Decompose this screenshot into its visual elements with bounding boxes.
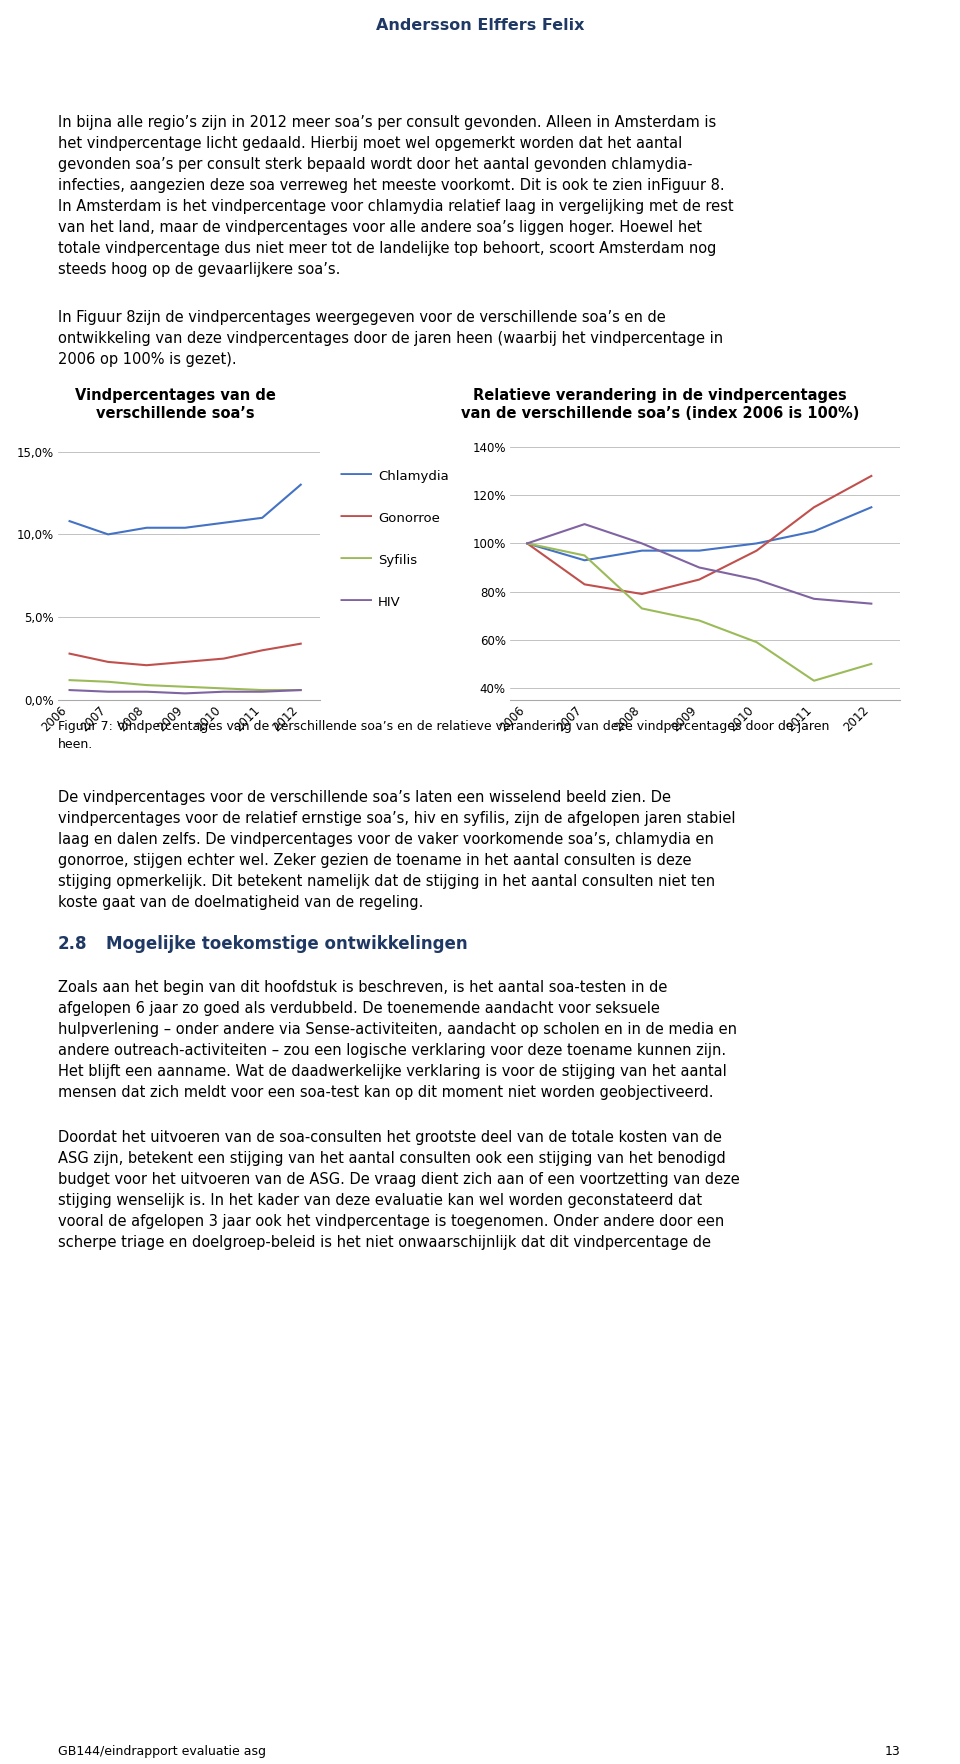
Text: 13: 13 [884,1745,900,1759]
Text: koste gaat van de doelmatigheid van de regeling.: koste gaat van de doelmatigheid van de r… [58,894,423,910]
Text: afgelopen 6 jaar zo goed als verdubbeld. De toenemende aandacht voor seksuele: afgelopen 6 jaar zo goed als verdubbeld.… [58,1000,660,1016]
Text: Gonorroe: Gonorroe [378,512,440,526]
Text: infecties, aangezien deze soa verreweg het meeste voorkomt. Dit is ook te zien i: infecties, aangezien deze soa verreweg h… [58,178,725,192]
Text: stijging opmerkelijk. Dit betekent namelijk dat de stijging in het aantal consul: stijging opmerkelijk. Dit betekent namel… [58,873,715,889]
Text: andere outreach-activiteiten – zou een logische verklaring voor deze toename kun: andere outreach-activiteiten – zou een l… [58,1043,726,1058]
Text: verschillende soa’s: verschillende soa’s [96,406,254,422]
Text: Zoals aan het begin van dit hoofdstuk is beschreven, is het aantal soa-testen in: Zoals aan het begin van dit hoofdstuk is… [58,981,667,995]
Text: gevonden soa’s per consult sterk bepaald wordt door het aantal gevonden chlamydi: gevonden soa’s per consult sterk bepaald… [58,157,692,173]
Text: De vindpercentages voor de verschillende soa’s laten een wisselend beeld zien. D: De vindpercentages voor de verschillende… [58,790,671,804]
Text: heen.: heen. [58,737,93,751]
Text: gonorroe, stijgen echter wel. Zeker gezien de toename in het aantal consulten is: gonorroe, stijgen echter wel. Zeker gezi… [58,854,691,868]
Text: HIV: HIV [378,596,400,609]
Text: Relatieve verandering in de vindpercentages: Relatieve verandering in de vindpercenta… [473,388,847,402]
Text: steeds hoog op de gevaarlijkere soa’s.: steeds hoog op de gevaarlijkere soa’s. [58,263,341,277]
Text: In Figuur 8zijn de vindpercentages weergegeven voor de verschillende soa’s en de: In Figuur 8zijn de vindpercentages weerg… [58,310,665,325]
Text: Andersson Elffers Felix: Andersson Elffers Felix [375,18,585,34]
Text: laag en dalen zelfs. De vindpercentages voor de vaker voorkomende soa’s, chlamyd: laag en dalen zelfs. De vindpercentages … [58,833,714,847]
Text: Doordat het uitvoeren van de soa-consulten het grootste deel van de totale koste: Doordat het uitvoeren van de soa-consult… [58,1131,722,1145]
Text: totale vindpercentage dus niet meer tot de landelijke top behoort, scoort Amster: totale vindpercentage dus niet meer tot … [58,242,716,256]
Text: In Amsterdam is het vindpercentage voor chlamydia relatief laag in vergelijking : In Amsterdam is het vindpercentage voor … [58,199,733,213]
Text: Mogelijke toekomstige ontwikkelingen: Mogelijke toekomstige ontwikkelingen [106,935,468,953]
Text: Chlamydia: Chlamydia [378,469,448,483]
Text: 2.8: 2.8 [58,935,87,953]
Text: stijging wenselijk is. In het kader van deze evaluatie kan wel worden geconstate: stijging wenselijk is. In het kader van … [58,1192,702,1208]
Text: van de verschillende soa’s (index 2006 is 100%): van de verschillende soa’s (index 2006 i… [461,406,859,422]
Text: mensen dat zich meldt voor een soa-test kan op dit moment niet worden geobjectiv: mensen dat zich meldt voor een soa-test … [58,1085,713,1101]
Text: vooral de afgelopen 3 jaar ook het vindpercentage is toegenomen. Onder andere do: vooral de afgelopen 3 jaar ook het vindp… [58,1214,724,1230]
Text: Het blijft een aanname. Wat de daadwerkelijke verklaring is voor de stijging van: Het blijft een aanname. Wat de daadwerke… [58,1064,727,1080]
Text: GB144/eindrapport evaluatie asg: GB144/eindrapport evaluatie asg [58,1745,266,1759]
Text: Vindpercentages van de: Vindpercentages van de [75,388,276,402]
Text: vindpercentages voor de relatief ernstige soa’s, hiv en syfilis, zijn de afgelop: vindpercentages voor de relatief ernstig… [58,811,735,826]
Text: het vindpercentage licht gedaald. Hierbij moet wel opgemerkt worden dat het aant: het vindpercentage licht gedaald. Hierbi… [58,136,683,152]
Text: In bijna alle regio’s zijn in 2012 meer soa’s per consult gevonden. Alleen in Am: In bijna alle regio’s zijn in 2012 meer … [58,115,716,131]
Text: van het land, maar de vindpercentages voor alle andere soa’s liggen hoger. Hoewe: van het land, maar de vindpercentages vo… [58,220,702,235]
Text: hulpverlening – onder andere via Sense-activiteiten, aandacht op scholen en in d: hulpverlening – onder andere via Sense-a… [58,1021,737,1037]
Text: budget voor het uitvoeren van de ASG. De vraag dient zich aan of een voortzettin: budget voor het uitvoeren van de ASG. De… [58,1171,740,1187]
Text: Syfilis: Syfilis [378,554,418,566]
Text: ontwikkeling van deze vindpercentages door de jaren heen (waarbij het vindpercen: ontwikkeling van deze vindpercentages do… [58,332,723,346]
Text: scherpe triage en doelgroep-beleid is het niet onwaarschijnlijk dat dit vindperc: scherpe triage en doelgroep-beleid is he… [58,1235,711,1251]
Text: ASG zijn, betekent een stijging van het aantal consulten ook een stijging van he: ASG zijn, betekent een stijging van het … [58,1150,726,1166]
Text: Figuur 7: Vindpercentages van de verschillende soa’s en de relatieve verandering: Figuur 7: Vindpercentages van de verschi… [58,720,829,734]
Text: 2006 op 100% is gezet).: 2006 op 100% is gezet). [58,353,236,367]
